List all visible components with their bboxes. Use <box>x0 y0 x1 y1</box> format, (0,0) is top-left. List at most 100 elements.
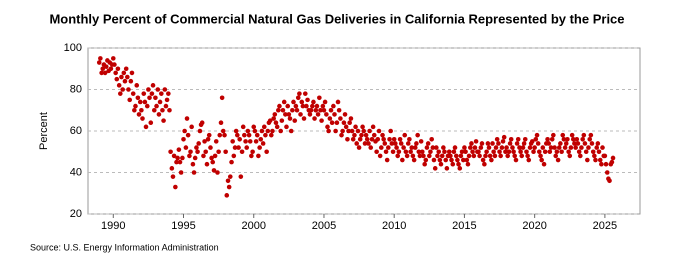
point <box>561 137 567 142</box>
point <box>536 149 542 155</box>
point <box>529 139 535 144</box>
point <box>180 155 185 161</box>
point <box>494 137 500 142</box>
point <box>418 139 424 144</box>
point <box>287 116 293 121</box>
point <box>355 128 361 134</box>
point <box>388 128 393 134</box>
point <box>566 149 571 155</box>
point <box>272 112 278 117</box>
point <box>370 124 376 130</box>
point <box>568 145 574 150</box>
point <box>215 170 220 175</box>
point <box>280 107 286 113</box>
point <box>176 147 182 152</box>
point <box>368 145 374 150</box>
point <box>297 91 302 96</box>
point <box>421 153 426 159</box>
point <box>582 141 588 146</box>
point <box>328 107 334 113</box>
point <box>453 153 459 159</box>
point <box>253 139 259 144</box>
point <box>480 157 486 163</box>
point <box>411 157 417 163</box>
point <box>232 145 238 150</box>
point <box>551 132 556 138</box>
point <box>458 153 464 159</box>
point <box>450 161 456 167</box>
point <box>572 141 577 146</box>
point <box>235 132 240 138</box>
point <box>462 145 467 150</box>
point <box>437 157 443 163</box>
point <box>603 161 609 167</box>
y-tick-label: 20 <box>70 208 82 220</box>
point <box>333 128 338 134</box>
point <box>565 137 570 142</box>
point <box>588 132 594 138</box>
point <box>477 153 482 159</box>
point <box>292 118 298 123</box>
point <box>513 157 519 163</box>
point <box>110 56 116 61</box>
y-tick-label: 40 <box>70 166 82 178</box>
point <box>567 153 573 159</box>
point <box>324 112 329 117</box>
point <box>156 112 162 117</box>
point <box>118 91 123 96</box>
point <box>197 128 203 134</box>
point <box>526 157 532 163</box>
point <box>431 157 437 163</box>
point <box>465 161 471 167</box>
point <box>470 149 475 155</box>
point <box>461 157 466 163</box>
point <box>545 137 550 142</box>
point <box>312 116 317 121</box>
point <box>285 103 291 109</box>
point <box>116 83 122 88</box>
point <box>352 132 357 138</box>
point <box>237 137 242 142</box>
point <box>208 145 213 150</box>
point <box>278 128 284 134</box>
point <box>604 170 610 175</box>
point <box>434 145 439 150</box>
point <box>562 145 568 150</box>
point <box>482 161 487 167</box>
point <box>203 149 209 155</box>
point <box>265 128 271 134</box>
point <box>246 132 252 138</box>
point <box>504 145 509 150</box>
point <box>128 78 134 84</box>
point <box>205 137 211 142</box>
point <box>191 170 197 175</box>
point <box>485 141 491 146</box>
point <box>261 124 267 130</box>
point <box>367 128 372 134</box>
point <box>463 149 468 155</box>
point <box>229 159 234 165</box>
point <box>256 153 261 159</box>
x-tick-label: 1995 <box>171 220 195 232</box>
point <box>579 145 584 150</box>
point <box>539 157 544 163</box>
point <box>508 137 514 142</box>
point <box>308 107 314 113</box>
point <box>133 103 138 109</box>
point <box>342 112 348 117</box>
point <box>456 161 461 167</box>
point <box>343 124 349 130</box>
point <box>313 107 319 113</box>
point <box>304 103 309 109</box>
point <box>578 153 583 159</box>
point <box>384 157 390 163</box>
point <box>522 137 528 142</box>
point <box>489 157 494 163</box>
point <box>140 116 145 121</box>
point <box>556 145 562 150</box>
point <box>391 137 397 142</box>
point <box>299 99 305 105</box>
point <box>169 166 175 171</box>
point <box>405 141 411 146</box>
point <box>506 149 512 155</box>
